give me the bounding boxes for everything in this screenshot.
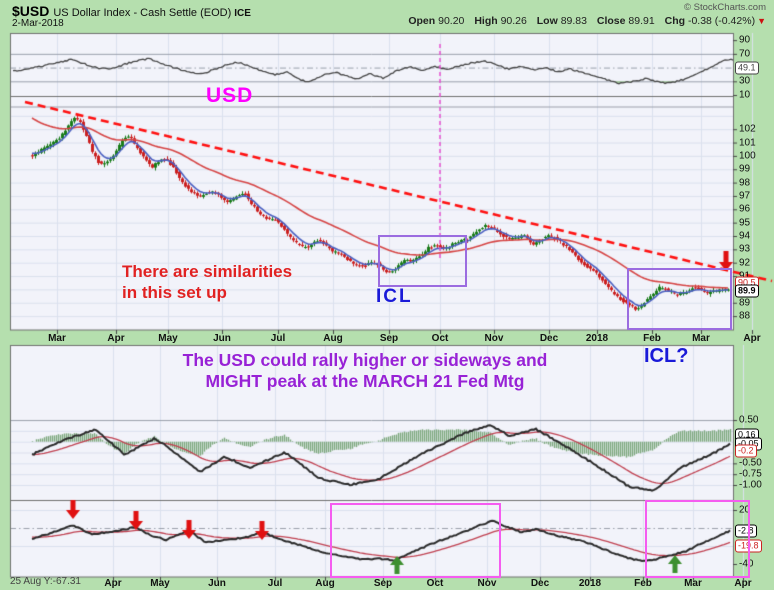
month-label: Sep — [373, 578, 393, 589]
month-label: Mar — [48, 333, 66, 344]
usd-annotation-label: USD — [206, 84, 254, 107]
month-label: Apr — [104, 578, 122, 589]
crosshair-readout: 25 Aug Y:-67.31 — [10, 576, 81, 587]
month-label: Oct — [426, 578, 444, 589]
axis-label: -1.00 — [739, 479, 762, 491]
low-value: 89.83 — [560, 15, 587, 27]
exchange-label: ICE — [234, 8, 251, 19]
copyright-label: © StockCharts.com — [684, 2, 766, 13]
month-label: 2018 — [578, 578, 602, 589]
month-label: 2018 — [585, 333, 609, 344]
month-label: Mar — [684, 578, 702, 589]
month-label: Jul — [270, 333, 286, 344]
month-label: Nov — [477, 578, 497, 589]
chart-date: 2-Mar-2018 — [12, 18, 64, 29]
axis-label: 10 — [739, 89, 751, 101]
change-down-icon: ▼ — [757, 16, 766, 26]
close-label: Close — [596, 15, 626, 27]
chg-label: Chg — [664, 15, 686, 27]
chart-title: US Dollar Index - Cash Settle (EOD) — [53, 7, 232, 19]
axis-label: 88 — [739, 310, 751, 322]
price-last-value-tag: 89.9 — [735, 284, 759, 298]
pink-highlight-box-2017 — [330, 503, 501, 578]
chg-value: -0.38 (-0.42%) — [687, 15, 756, 27]
month-label: Apr — [743, 333, 761, 344]
rally-forecast-annotation: The USD could rally higher or sideways a… — [140, 350, 590, 392]
rally-line1: The USD could rally higher or sideways a… — [182, 350, 548, 370]
axis-label: 70 — [739, 48, 751, 60]
axis-label: -0.75 — [739, 468, 762, 480]
low-label: Low — [536, 15, 558, 27]
similarities-annotation: There are similarities in this set up — [122, 261, 292, 303]
month-label: Dec — [530, 578, 550, 589]
axis-label: 91 — [739, 271, 750, 282]
month-label: Oct — [431, 333, 449, 344]
month-label: Feb — [643, 333, 661, 344]
similarities-line1: There are similarities — [122, 262, 293, 281]
month-label: Dec — [539, 333, 559, 344]
rally-line2: MIGHT peak at the MARCH 21 Fed Mtg — [205, 371, 525, 391]
month-label: Mar — [692, 333, 710, 344]
month-label: Sep — [379, 333, 399, 344]
ohlc-readout: Open 90.20 High 90.26 Low 89.83 Close 89… — [401, 15, 766, 27]
axis-label: 100 — [739, 150, 756, 162]
close-value: 89.91 — [628, 15, 655, 27]
month-label: Apr — [107, 333, 125, 344]
pink-highlight-box-2018 — [645, 500, 750, 578]
purple-highlight-box-icl-2017 — [378, 235, 467, 287]
open-value: 90.20 — [438, 15, 465, 27]
axis-label: 94 — [739, 230, 751, 242]
rsi-last-value-tag: 49.1 — [735, 61, 759, 75]
high-value: 90.26 — [500, 15, 527, 27]
month-label: May — [158, 333, 178, 344]
symbol-label: $USD — [12, 3, 50, 19]
axis-label: 102 — [739, 123, 756, 135]
oscillator1-last-value-tag: -0.2 — [735, 444, 757, 458]
month-label: Feb — [634, 578, 652, 589]
month-label: Apr — [734, 578, 752, 589]
axis-label: 99 — [739, 163, 751, 175]
axis-label: 95 — [739, 217, 751, 229]
month-label: Jun — [208, 578, 226, 589]
open-label: Open — [408, 15, 436, 27]
axis-label: 30 — [739, 75, 751, 87]
month-label: Jul — [267, 578, 283, 589]
axis-label: 90 — [739, 34, 751, 46]
month-label: Aug — [315, 578, 335, 589]
axis-label: 98 — [739, 177, 751, 189]
axis-label: 96 — [739, 203, 751, 215]
month-label: Jun — [213, 333, 231, 344]
high-label: High — [474, 15, 498, 27]
chart-header: $USD US Dollar Index - Cash Settle (EOD) I… — [12, 3, 251, 21]
axis-label: 92 — [739, 257, 751, 269]
month-label: Nov — [484, 333, 504, 344]
axis-label: 20 — [739, 504, 751, 516]
axis-label: 89 — [739, 297, 751, 309]
axis-label: 101 — [739, 137, 756, 149]
month-label: May — [150, 578, 170, 589]
axis-label: 93 — [739, 243, 751, 255]
axis-label: -0.50 — [739, 457, 762, 469]
axis-label: -40 — [739, 558, 754, 570]
oscillator2-last-value-tag: -2.8 — [735, 524, 757, 538]
similarities-line2: in this set up — [122, 283, 227, 302]
axis-label: 97 — [739, 190, 751, 202]
month-label: Aug — [323, 333, 343, 344]
purple-highlight-box-icl-2018 — [627, 268, 732, 330]
axis-label: 0.50 — [739, 414, 759, 426]
icl-annotation-label: ICL — [376, 286, 413, 307]
icl-question-annotation-label: ICL? — [644, 345, 689, 367]
